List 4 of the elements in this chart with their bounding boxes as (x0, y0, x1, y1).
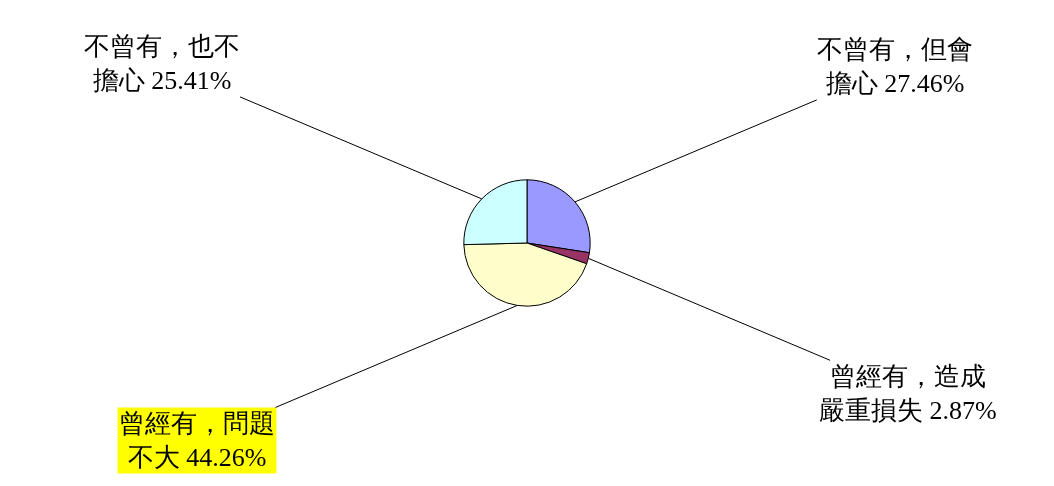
slice-label: 曾經有，造成嚴重損失 2.87% (819, 362, 997, 425)
slice-label: 不曾有，也不擔心 25.41% (84, 32, 240, 95)
slice-label: 不曾有，但會擔心 27.46% (817, 35, 973, 98)
slice-label: 曾經有，問題不大 44.26% (119, 409, 275, 472)
